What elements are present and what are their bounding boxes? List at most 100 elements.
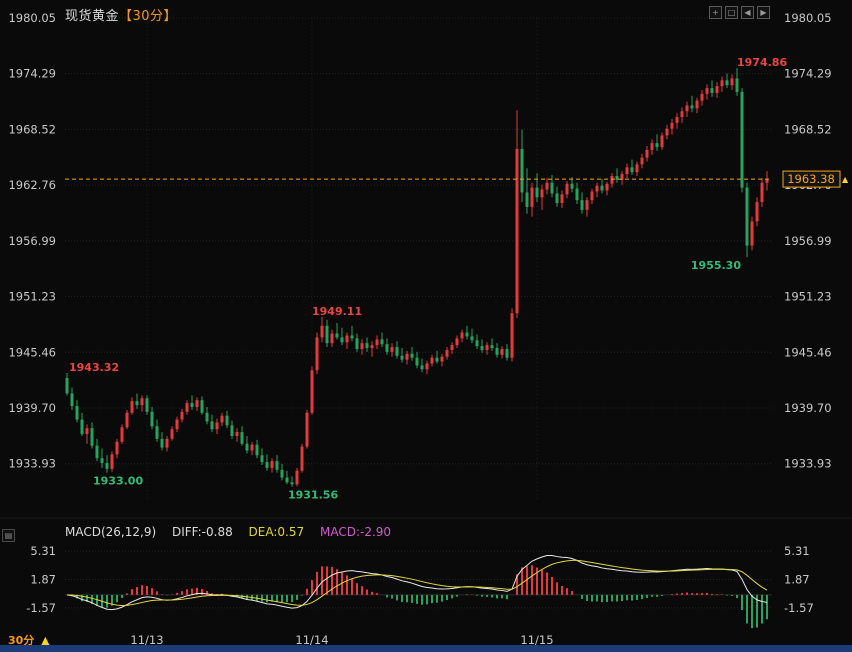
y-axis-label-left: 1951.23 xyxy=(8,290,56,304)
candle-body xyxy=(445,349,449,357)
candle-body xyxy=(185,403,189,412)
price-annotation: 1943.32 xyxy=(69,361,119,374)
y-axis-label-left: 1962.76 xyxy=(8,178,56,192)
candle-body xyxy=(265,462,269,468)
candle-body xyxy=(300,446,304,471)
y-axis-label-left: 1980.05 xyxy=(8,11,56,25)
y-axis-label-right: 1945.46 xyxy=(784,345,832,359)
candle-body xyxy=(330,333,334,344)
candle-body xyxy=(125,412,129,428)
price-annotation: 1955.30 xyxy=(691,259,741,272)
candle-body xyxy=(645,149,649,158)
candle-body xyxy=(85,428,89,435)
candle-body xyxy=(520,148,524,193)
candle-body xyxy=(390,347,394,352)
candle-body xyxy=(110,454,114,469)
candle-body xyxy=(160,438,164,448)
candle-body xyxy=(650,143,654,150)
candle-body xyxy=(575,188,579,201)
candle-body xyxy=(165,438,169,448)
candle-body xyxy=(430,357,434,364)
candle-body xyxy=(350,335,354,339)
y-axis-label-right: 1956.99 xyxy=(784,234,832,248)
macd-indicator-header: MACD(26,12,9) DIFF:-0.88 DEA:0.57 MACD:-… xyxy=(65,525,403,539)
candle-body xyxy=(465,332,469,337)
candle-body xyxy=(525,192,529,207)
candle-body xyxy=(765,179,769,183)
y-axis-label-left: 1956.99 xyxy=(8,234,56,248)
candle-body xyxy=(95,445,99,459)
candle-body xyxy=(260,455,264,463)
candle-body xyxy=(195,400,199,407)
candle-body xyxy=(580,200,584,210)
candle-body xyxy=(635,164,639,173)
candle-body xyxy=(275,461,279,470)
candle-body xyxy=(135,401,139,406)
candle-body xyxy=(360,343,364,349)
candle-body xyxy=(665,128,669,136)
candle-body xyxy=(75,406,79,420)
toolbar-scroll-left-icon[interactable]: ◀ xyxy=(741,6,754,19)
macd-label-right: -1.57 xyxy=(784,601,814,615)
timeframe-indicator[interactable]: 30分 ▲ xyxy=(8,632,50,648)
candle-body xyxy=(325,325,329,344)
candle-body xyxy=(515,148,519,314)
toolbar-plus-icon[interactable]: + xyxy=(709,6,722,19)
candle-body xyxy=(305,412,309,447)
candle-body xyxy=(605,183,609,191)
candle-body xyxy=(685,105,689,112)
candle-body xyxy=(80,419,84,435)
indicator-panel-icon[interactable]: ▤ xyxy=(2,529,15,542)
candle-body xyxy=(270,461,274,468)
candle-body xyxy=(380,339,384,345)
candle-body xyxy=(505,348,509,358)
candle-body xyxy=(70,393,74,407)
candle-body xyxy=(495,348,499,355)
toolbar-scroll-right-icon[interactable]: ▶ xyxy=(757,6,770,19)
x-axis-label: 11/13 xyxy=(130,633,163,647)
candle-body xyxy=(735,78,739,92)
candle-body xyxy=(570,183,574,189)
price-marker-icon: ▲ xyxy=(842,175,849,184)
candle-body xyxy=(730,78,734,86)
candle-body xyxy=(720,80,724,87)
candle-body xyxy=(670,122,674,129)
candle-body xyxy=(535,187,539,198)
macd-dea-value: DEA:0.57 xyxy=(248,525,305,539)
y-axis-label-left: 1933.93 xyxy=(8,457,56,471)
toolbar-zoom-icon[interactable]: □ xyxy=(725,6,738,19)
candle-body xyxy=(385,344,389,352)
candle-body xyxy=(180,411,184,420)
candle-body xyxy=(460,332,464,339)
candle-body xyxy=(435,357,439,362)
bottom-taskbar-strip xyxy=(0,645,852,652)
timeframe-label: 30分 xyxy=(8,634,35,647)
candle-body xyxy=(285,477,289,483)
candle-body xyxy=(745,187,749,246)
y-axis-label-left: 1968.52 xyxy=(8,122,56,136)
candle-body xyxy=(155,426,159,439)
x-axis-label: 11/15 xyxy=(520,633,553,647)
candle-body xyxy=(320,325,324,338)
candle-body xyxy=(475,340,479,347)
macd-hist-value: MACD:-2.90 xyxy=(319,525,392,539)
candle-body xyxy=(410,353,414,358)
candle-body xyxy=(695,100,699,109)
candle-body xyxy=(440,356,444,362)
candle-body xyxy=(395,347,399,356)
candle-body xyxy=(710,88,714,93)
y-axis-label-right: 1968.52 xyxy=(784,122,832,136)
candle-body xyxy=(405,353,409,360)
candle-body xyxy=(595,185,599,192)
candle-body xyxy=(540,189,544,198)
macd-label-left: 5.31 xyxy=(30,544,56,558)
candle-body xyxy=(490,345,494,349)
y-axis-label-right: 1933.93 xyxy=(784,457,832,471)
candle-body xyxy=(345,335,349,343)
y-axis-label-right: 1951.23 xyxy=(784,290,832,304)
macd-label-left: -1.57 xyxy=(26,601,56,615)
candle-body xyxy=(700,93,704,101)
candle-body xyxy=(705,88,709,94)
candle-body xyxy=(760,182,764,203)
